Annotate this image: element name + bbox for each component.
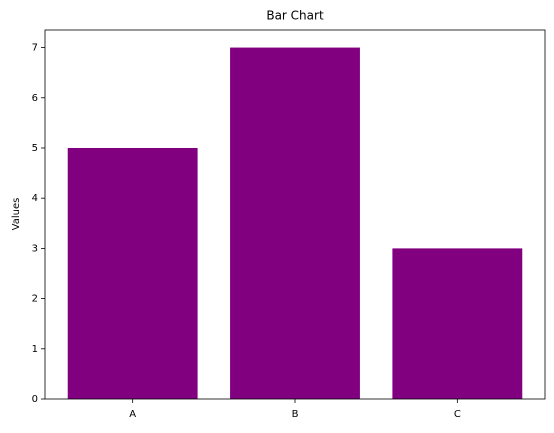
y-tick-label: 0	[32, 394, 38, 405]
y-tick-label: 6	[32, 93, 38, 104]
y-tick-label: 5	[32, 143, 38, 154]
bar	[67, 147, 198, 399]
x-tick-label: A	[129, 409, 136, 420]
chart-title: Bar Chart	[266, 9, 324, 23]
plot-frame	[44, 29, 546, 400]
bar	[230, 47, 360, 399]
y-tick-label: 3	[32, 243, 38, 254]
y-tick-label: 7	[32, 43, 38, 54]
x-tick-label: B	[292, 409, 299, 420]
x-tick-label: C	[454, 409, 461, 420]
y-axis-label: Values	[11, 198, 22, 231]
y-tick-label: 2	[32, 294, 38, 305]
y-tick-label: 1	[32, 344, 38, 355]
y-tick-label: 4	[32, 193, 38, 204]
bar	[392, 248, 523, 399]
